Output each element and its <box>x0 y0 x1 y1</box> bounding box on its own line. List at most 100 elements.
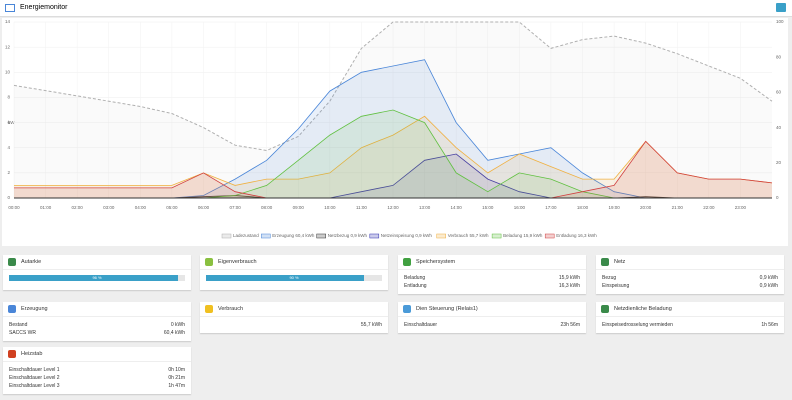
y-tick-label: 0 <box>7 195 10 200</box>
card-title: Dien Steuerung (Relais1) <box>416 306 478 312</box>
data-row: Bestand 0 kWh <box>3 321 191 329</box>
y-tick-label: 8 <box>7 95 10 100</box>
legend-swatch <box>369 233 380 239</box>
y2-tick-label: 20 <box>776 160 782 165</box>
y2-tick-label: 80 <box>776 54 782 59</box>
x-tick-label: 07:00 <box>229 205 241 210</box>
x-tick-label: 12:00 <box>387 205 399 210</box>
icon <box>205 305 213 313</box>
y-tick-label: 2 <box>7 170 10 175</box>
legend-swatch <box>491 233 502 239</box>
legend-label: Netzeinspeisung 0,9 kWh <box>381 233 433 238</box>
y2-tick-label: 100 <box>776 19 784 24</box>
x-tick-label: 03:00 <box>103 205 115 210</box>
card-header: Eigenverbrauch <box>200 255 388 270</box>
row-label: Einschaltdauer Level 3 <box>9 383 60 389</box>
header: Energiemonitor <box>0 0 792 17</box>
card-header: Netzdienliche Beladung <box>596 302 784 317</box>
row-label: Einschaltdauer <box>404 322 438 328</box>
data-row: Beladung 15,9 kWh <box>398 274 586 282</box>
row-label: Einschaltdauer Level 2 <box>9 375 60 381</box>
row-value: 1h 47m <box>168 383 185 389</box>
progress-label: 96 % <box>92 275 102 280</box>
legend-swatch <box>544 233 555 239</box>
icon <box>205 258 213 266</box>
y2-tick-label: 60 <box>776 90 782 95</box>
progress-bar: 90 % <box>206 275 382 281</box>
card-body: 55,7 kWh <box>200 317 388 333</box>
icon <box>8 305 16 313</box>
x-tick-label: 16:00 <box>514 205 526 210</box>
row-label: Bestand <box>9 322 28 328</box>
x-tick-label: 09:00 <box>293 205 305 210</box>
row-value: 0h 10m <box>168 367 185 373</box>
progress-label: 90 % <box>289 275 299 280</box>
area-fill <box>14 195 772 198</box>
x-tick-label: 02:00 <box>72 205 84 210</box>
y-tick-label: 4 <box>7 145 10 150</box>
icon <box>601 258 609 266</box>
card-header: Speichersystem <box>398 255 586 270</box>
x-tick-label: 04:00 <box>135 205 147 210</box>
y-tick-label: 6 <box>7 120 10 125</box>
data-row: Bezug 0,9 kWh <box>596 274 784 282</box>
y-tick-label: 10 <box>5 69 11 74</box>
card: Dien Steuerung (Relais1) Einschaltdauer 23… <box>398 302 586 333</box>
card-header: Heizstab <box>3 347 191 362</box>
legend-swatch <box>436 233 446 239</box>
y-axis-label: kW <box>8 120 15 125</box>
legend-label: Erzeugung 60,4 kWh <box>272 233 315 238</box>
area-fill <box>14 116 772 198</box>
card: Eigenverbrauch 90 % <box>200 255 388 290</box>
x-tick-label: 08:00 <box>261 205 273 210</box>
card-header: Verbrauch <box>200 302 388 317</box>
series-line <box>13 21 773 152</box>
card-body: Einschaltdauer 23h 56m <box>398 317 586 333</box>
card-body: Bezug 0,9 kWh Einspeisung 0,9 kWh <box>596 270 784 294</box>
row-label: SACCS WR <box>9 330 36 336</box>
row-value: 60,4 kWh <box>163 330 185 336</box>
x-tick-label: 20:00 <box>640 205 652 210</box>
data-row: Einschaltdauer 23h 56m <box>398 321 586 329</box>
card-title: Eigenverbrauch <box>218 259 257 265</box>
row-label: Einspeisung <box>602 283 630 289</box>
x-tick-label: 05:00 <box>166 205 178 210</box>
card-header: Dien Steuerung (Relais1) <box>398 302 586 317</box>
card-title: Verbrauch <box>218 306 244 312</box>
card-title: Heizstab <box>21 351 43 357</box>
card-header: Netz <box>596 255 784 270</box>
data-row: 55,7 kWh <box>200 321 388 329</box>
legend-label: Verbrauch 55,7 kWh <box>448 233 489 238</box>
x-tick-label: 18:00 <box>577 205 589 210</box>
menu-button[interactable] <box>776 3 786 12</box>
row-label: Einspeisedrosselung vermieden <box>602 322 673 328</box>
icon <box>8 350 16 358</box>
x-tick-label: 13:00 <box>419 205 431 210</box>
y-tick-label: 14 <box>5 19 11 24</box>
row-value: 15,9 kWh <box>558 275 580 281</box>
legend-label: Ladezustand <box>233 233 259 238</box>
data-row: SACCS WR 60,4 kWh <box>3 329 191 337</box>
card: Autarkie 96 % <box>3 255 191 290</box>
row-label: Bezug <box>602 275 617 281</box>
x-tick-label: 01:00 <box>40 205 52 210</box>
y2-tick-label: 0 <box>776 195 779 200</box>
chart: kW 0 2 4 6 8 10 12 14 0 20 40 60 80 100 00:00 01:00 02:0… <box>5 19 784 239</box>
x-tick-label: 00:00 <box>8 205 20 210</box>
card-header: Autarkie <box>3 255 191 270</box>
data-row: Einspeisedrosselung vermieden 1h 56m <box>596 321 784 329</box>
area-fill <box>14 141 772 198</box>
legend-swatch <box>316 233 326 239</box>
progress-bar: 96 % <box>9 275 185 281</box>
data-row: Einschaltdauer Level 2 0h 21m <box>3 374 191 382</box>
data-row: Einschaltdauer Level 3 1h 47m <box>3 382 191 390</box>
card: Verbrauch 55,7 kWh <box>200 302 388 333</box>
x-tick-label: 10:00 <box>324 205 336 210</box>
card-header: Erzeugung <box>3 302 191 317</box>
legend-label: Netzbezug 0,9 kWh <box>328 233 368 238</box>
icon <box>403 305 411 313</box>
area-fill <box>14 110 772 198</box>
x-tick-label: 17:00 <box>545 205 557 210</box>
row-value: 16,3 kWh <box>558 283 580 289</box>
